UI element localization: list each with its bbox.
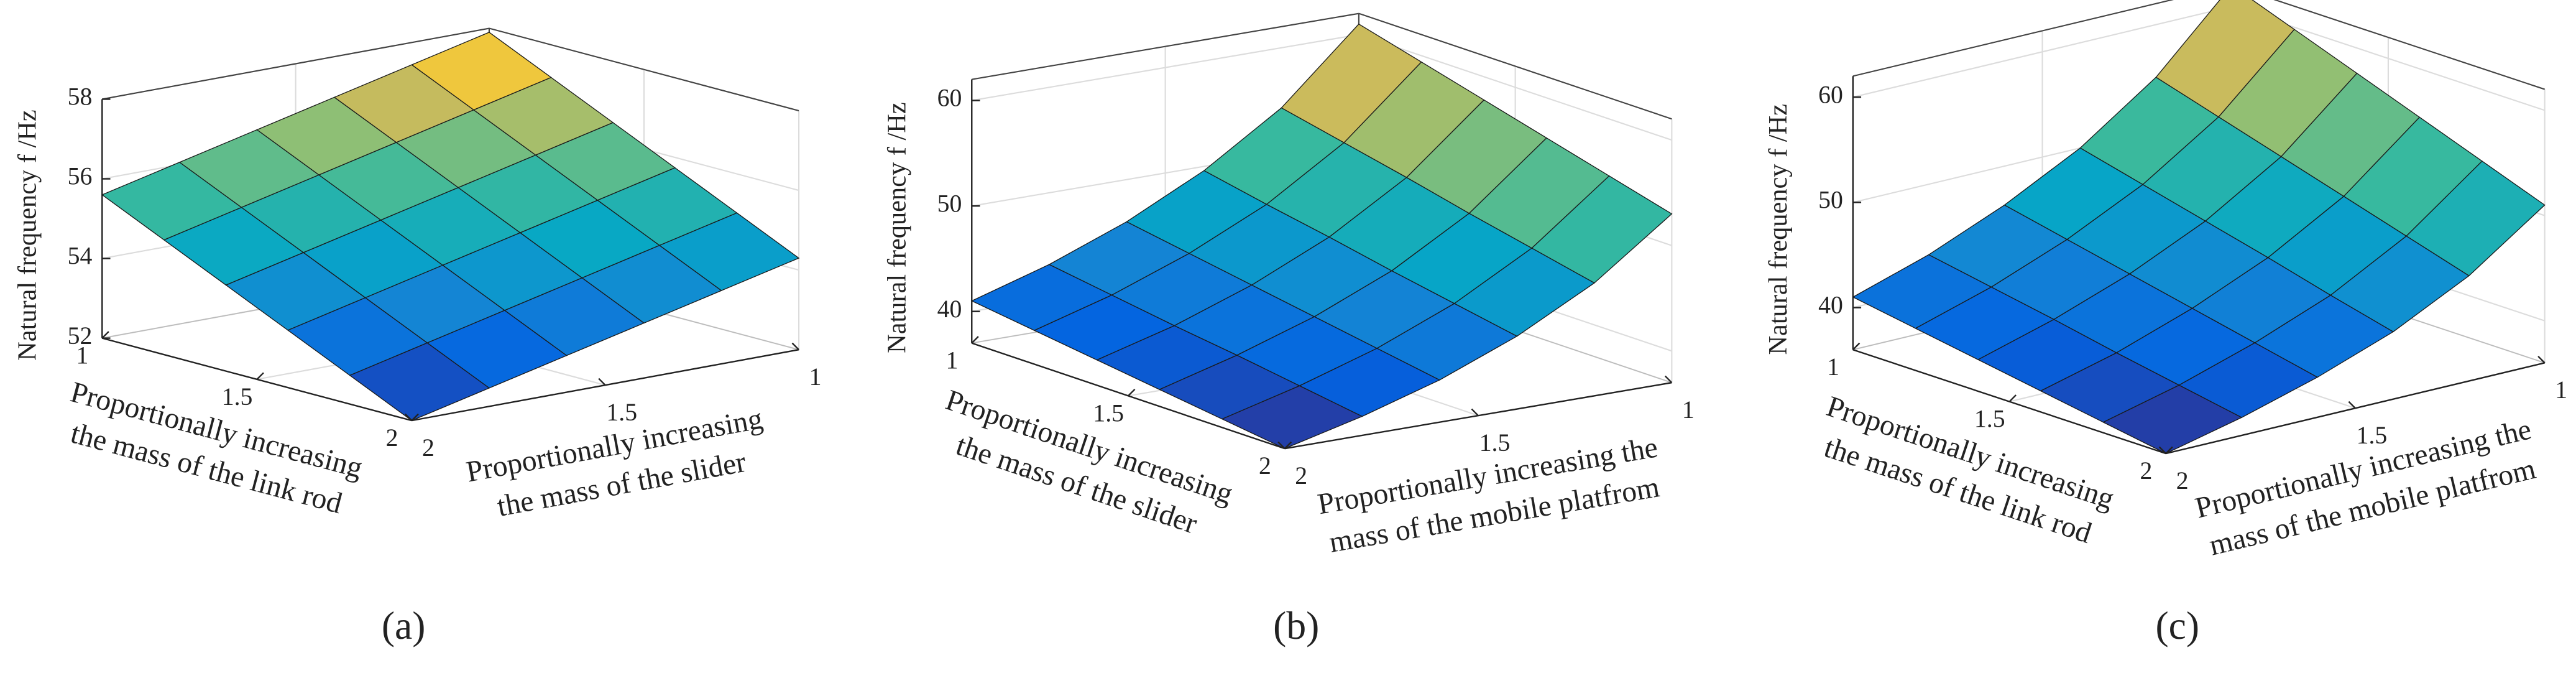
- y-tick-label: 2: [422, 434, 435, 462]
- y-tick-label: 1.5: [2357, 422, 2388, 449]
- y-tick: [2537, 355, 2546, 364]
- y-tick: [791, 342, 799, 351]
- z-tick-label: 60: [1818, 81, 1843, 108]
- panel-label: (c): [2156, 603, 2200, 647]
- z-tick-label: 40: [1818, 292, 1843, 319]
- box-edge: [1358, 12, 1672, 120]
- box-edge: [489, 27, 799, 112]
- z-axis-label: Natural frequency f /Hz: [1764, 104, 1793, 355]
- z-tick-label: 60: [937, 85, 962, 112]
- panel-label: (a): [382, 603, 426, 647]
- y-tick-label: 1: [2555, 376, 2567, 404]
- x-tick: [256, 372, 264, 380]
- z-tick-label: 54: [68, 243, 93, 270]
- box-edge: [1852, 0, 2174, 77]
- box-edge: [2273, 0, 2545, 90]
- z-tick-label: 40: [937, 295, 962, 323]
- box-edge: [102, 27, 490, 100]
- y-tick-label: 2: [1295, 462, 1307, 490]
- y-tick: [2348, 401, 2356, 409]
- y-tick: [1471, 408, 1479, 417]
- x-tick-label: 1: [76, 342, 89, 369]
- x-tick: [2165, 446, 2173, 454]
- x-tick-label: 1: [1827, 353, 1839, 381]
- y-tick-label: 1.5: [606, 399, 637, 426]
- y-tick-label: 1: [1682, 396, 1695, 424]
- panel-label: (b): [1273, 603, 1319, 647]
- x-tick-label: 2: [386, 424, 398, 452]
- y-tick: [598, 378, 606, 386]
- x-tick-label: 1.5: [1093, 399, 1124, 427]
- y-tick: [2158, 446, 2167, 454]
- z-axis-label: Natural frequency f /Hz: [882, 102, 911, 353]
- z-tick-label: 52: [68, 322, 93, 350]
- x-tick: [1284, 441, 1292, 450]
- z-tick-label: 56: [68, 163, 93, 190]
- x-tick-label: 1.5: [1974, 406, 2005, 433]
- y-tick: [1277, 441, 1286, 450]
- y-tick-label: 1: [809, 363, 822, 391]
- y-tick-label: 1.5: [1479, 429, 1511, 457]
- y-tick: [404, 413, 413, 421]
- x-tick: [411, 413, 419, 421]
- x-tick-label: 1: [946, 347, 959, 374]
- x-tick-label: 1.5: [222, 383, 253, 411]
- x-tick: [2008, 394, 2017, 402]
- x-tick: [101, 331, 109, 339]
- z-tick-label: 58: [68, 83, 93, 111]
- y-tick: [1664, 375, 1673, 384]
- box-edge: [972, 12, 1359, 80]
- x-tick: [1852, 342, 1861, 351]
- x-tick: [971, 336, 979, 344]
- z-tick-label: 50: [1818, 186, 1843, 213]
- x-tick-label: 2: [1259, 452, 1271, 480]
- z-tick-label: 50: [937, 190, 962, 217]
- z-axis-label: Natural frequency f /Hz: [12, 109, 42, 361]
- x-tick: [1128, 388, 1136, 397]
- x-tick-label: 2: [2140, 457, 2153, 485]
- y-tick-label: 2: [2176, 467, 2189, 494]
